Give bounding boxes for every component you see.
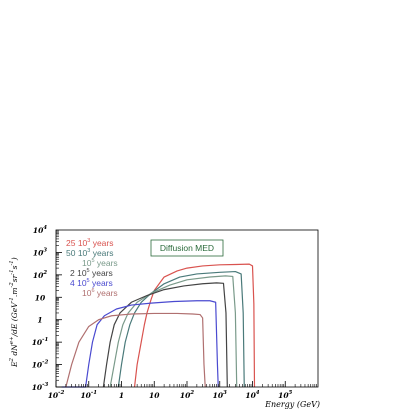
legend-entry-1: 25 103 years	[66, 238, 114, 248]
series-line-2	[117, 270, 245, 388]
series-line-4	[102, 282, 228, 388]
y-axis-label-text: E2 dNe+/dE (GeV-1.m-2sr-1s-1)	[9, 257, 19, 368]
y-tick-label: 103	[33, 247, 47, 257]
series-line-6	[65, 312, 206, 388]
series-line-5	[61, 300, 219, 388]
y-tick-label: 10	[35, 293, 46, 302]
x-tick-label: 10-2	[48, 390, 65, 400]
annotation-box	[150, 239, 224, 257]
y-tick-label: 102	[33, 270, 47, 280]
y-axis-label: E2 dNe+/dE (GeV-1.m-2sr-1s-1)	[9, 257, 19, 368]
x-axis-label-text: Energy (GeV)	[264, 400, 320, 409]
x-tick-label: 103	[213, 390, 227, 400]
y-tick-label: 1	[37, 316, 42, 325]
x-tick-label: 1	[119, 391, 124, 400]
x-tick-label: 102	[180, 390, 194, 400]
y-tick-label: 10-3	[32, 382, 49, 392]
x-axis-label: Energy (GeV)	[264, 400, 320, 409]
y-tick-label: 104	[33, 225, 47, 235]
legend-entry-2: 50 103 years	[66, 248, 114, 258]
legend-entry-3: 105 years	[82, 258, 118, 268]
legend-entry-5: 4 105 years	[70, 278, 113, 288]
annotation: Diffusion MED	[150, 239, 224, 257]
legend-entry-6: 106 years	[82, 288, 118, 298]
series-line-1	[133, 263, 256, 388]
series-line-3	[109, 275, 238, 388]
x-tick-label: 104	[245, 390, 259, 400]
legend-entry-4: 2 105 years	[70, 268, 113, 278]
x-tick-label: 10	[149, 391, 160, 400]
y-tick-label: 10-2	[32, 360, 49, 370]
annotation-text: Diffusion MED	[160, 243, 214, 253]
y-tick-label: 10-1	[32, 337, 49, 347]
x-tick-label: 10-1	[80, 390, 97, 400]
x-tick-label: 105	[278, 390, 292, 400]
